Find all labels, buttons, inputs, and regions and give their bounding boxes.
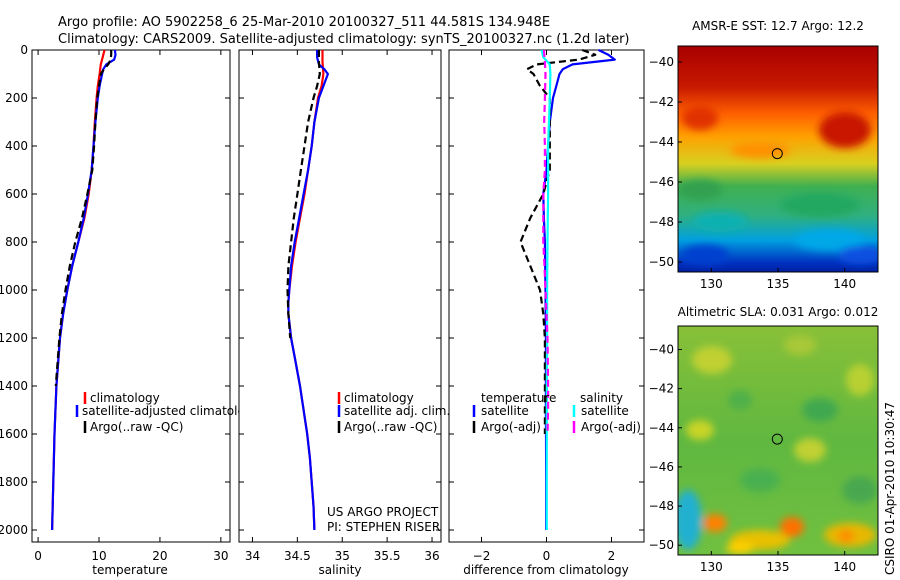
legend-label-climatology: climatology <box>90 391 160 405</box>
difference-series <box>519 48 616 530</box>
map-x-tick-label: 140 <box>833 560 856 574</box>
map-y-tick-label: −40 <box>649 55 674 69</box>
legend-label-salinity-argo: Argo(-adj) <box>581 420 641 434</box>
title-line2: Climatology: CARS2009. Satellite-adjuste… <box>58 32 630 47</box>
sla-heatmap <box>678 326 878 555</box>
map-y-tick-label: −40 <box>649 342 674 356</box>
map-x-tick-label: 130 <box>700 277 723 291</box>
sla-blobs <box>678 335 878 554</box>
map-y-tick-label: −50 <box>649 255 674 269</box>
x-tick-label: 20 <box>152 549 167 563</box>
series-line-satellite-adj-clim <box>287 50 329 531</box>
difference-panel: −2 0 2 difference from climatology tempera… <box>448 48 645 577</box>
x-tick-label: 30 <box>213 549 228 563</box>
salinity-legend: climatology satellite adj. clim. Argo(..… <box>337 391 450 434</box>
project-note-line1: US ARGO PROJECT <box>327 505 439 519</box>
difference-xlabel: difference from climatology <box>463 563 629 577</box>
sst-map-panel: AMSR-E SST: 12.7 Argo: 12.2 130 135 140 −40… <box>649 19 879 291</box>
y-tick-label: 0 <box>20 43 28 57</box>
legend-header-temperature: temperature <box>481 391 556 405</box>
map-y-tick-label: −44 <box>649 135 674 149</box>
sla-argo-location-marker <box>771 433 783 445</box>
sla-map-panel: Altimetric SLA: 0.031 Argo: 0.012 <box>649 305 879 574</box>
map-y-tick-label: −42 <box>649 95 674 109</box>
x-tick-label: −2 <box>473 549 491 563</box>
title-line1: Argo profile: AO 5902258_6 25-Mar-2010 2… <box>58 15 550 30</box>
difference-ticks: −2 0 2 <box>449 49 644 563</box>
y-tick-label: 600 <box>5 187 28 201</box>
sla-map-title: Altimetric SLA: 0.031 Argo: 0.012 <box>678 305 879 319</box>
x-tick-label: 34.5 <box>284 549 311 563</box>
temperature-ticks: 0 10 20 30 0 200 400 600 800 1000 1200 1400 1600 1800… <box>0 43 230 563</box>
salinity-xlabel: salinity <box>318 563 361 577</box>
series-line-argo-raw-qc <box>54 50 113 387</box>
side-timestamp-label: CSIRO 01-Apr-2010 10:30:47 <box>883 402 897 575</box>
sla-map-ticks: 130 135 140 −40 −42 −44 −46 −48 −50 <box>649 342 856 574</box>
x-tick-label: 35.5 <box>374 549 401 563</box>
x-tick-label: 36 <box>424 549 439 563</box>
temperature-panel: 0 10 20 30 0 200 400 600 800 1000 1200 1400 1600 1800… <box>0 43 260 577</box>
y-tick-label: 1200 <box>0 331 28 345</box>
map-x-tick-label: 135 <box>767 560 790 574</box>
sst-blobs <box>678 106 878 265</box>
x-tick-label: 0 <box>543 549 551 563</box>
y-tick-label: 2000 <box>0 523 28 537</box>
legend-label-satellite-adjusted: satellite adj. clim. <box>344 404 450 418</box>
project-note-line2: PI: STEPHEN RISER <box>327 520 440 534</box>
legend-label-argo: Argo(..raw -QC) <box>344 420 437 434</box>
map-y-tick-label: −46 <box>649 460 674 474</box>
map-y-tick-label: −50 <box>649 538 674 552</box>
temperature-axes-box <box>31 49 231 543</box>
temperature-xlabel: temperature <box>92 563 167 577</box>
sst-map-title: AMSR-E SST: 12.7 Argo: 12.2 <box>692 19 864 33</box>
sst-map-ticks: 130 135 140 −40 −42 −44 −46 −48 −50 <box>649 55 856 291</box>
series-line-temperature-argo-adj <box>519 48 597 434</box>
legend-label-satellite-adjusted: satellite-adjusted climatology <box>82 404 260 418</box>
legend-header-salinity: salinity <box>580 391 623 405</box>
sst-argo-location-marker <box>771 148 783 160</box>
legend-label-argo: Argo(..raw -QC) <box>90 420 183 434</box>
map-y-tick-label: −46 <box>649 175 674 189</box>
legend-label-temperature-argo: Argo(-adj) <box>481 420 541 434</box>
salinity-series <box>286 50 329 531</box>
legend-label-salinity-satellite: satellite <box>581 404 629 418</box>
salinity-panel: 34 34.5 35 35.5 36 salinity climatology sate… <box>238 49 450 577</box>
map-x-tick-label: 135 <box>767 277 790 291</box>
y-tick-label: 1400 <box>0 379 28 393</box>
x-tick-label: 34 <box>245 549 260 563</box>
salinity-axes-box <box>238 49 442 543</box>
map-x-tick-label: 130 <box>700 560 723 574</box>
map-y-tick-label: −48 <box>649 499 674 513</box>
x-tick-label: 0 <box>34 549 42 563</box>
y-tick-label: 1000 <box>0 283 28 297</box>
legend-label-climatology: climatology <box>344 391 414 405</box>
sst-heatmap <box>678 46 878 272</box>
y-tick-label: 400 <box>5 139 28 153</box>
salinity-ticks: 34 34.5 35 35.5 36 <box>239 49 441 563</box>
map-y-tick-label: −44 <box>649 421 674 435</box>
y-tick-label: 1600 <box>0 427 28 441</box>
series-line-argo-raw-qc <box>286 50 321 339</box>
series-line-salinity-argo-adj <box>542 49 550 435</box>
y-tick-label: 1800 <box>0 475 28 489</box>
map-y-tick-label: −48 <box>649 215 674 229</box>
y-tick-label: 200 <box>5 91 28 105</box>
difference-legend: temperature salinity satellite Argo(-adj… <box>472 391 641 434</box>
x-tick-label: 2 <box>608 549 616 563</box>
x-tick-label: 35 <box>335 549 350 563</box>
temperature-series <box>51 49 117 531</box>
map-x-tick-label: 140 <box>833 277 856 291</box>
temperature-legend: climatology satellite-adjusted climatolo… <box>75 391 260 434</box>
y-tick-label: 800 <box>5 235 28 249</box>
map-y-tick-label: −42 <box>649 382 674 396</box>
legend-label-temperature-satellite: satellite <box>481 404 529 418</box>
x-tick-label: 10 <box>91 549 106 563</box>
